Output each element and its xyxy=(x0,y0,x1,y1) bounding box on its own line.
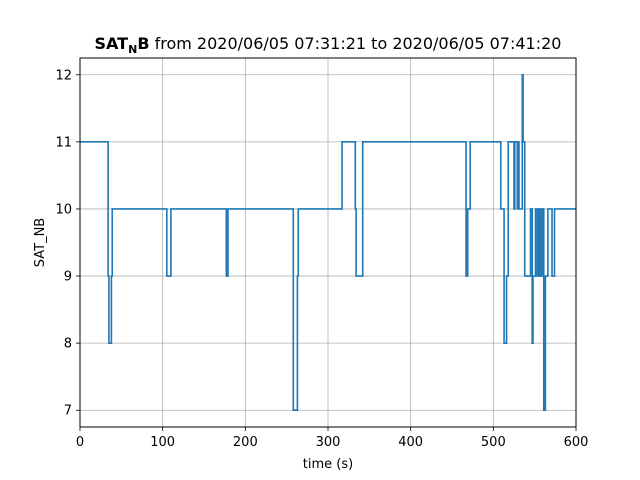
x-tick-label: 500 xyxy=(481,435,506,450)
y-tick-label: 7 xyxy=(64,404,72,419)
x-tick-label: 200 xyxy=(233,435,258,450)
y-tick-label: 12 xyxy=(55,68,72,83)
y-tick-label: 11 xyxy=(55,135,72,150)
chart-title: SATNB from 2020/06/05 07:31:21 to 2020/0… xyxy=(95,34,562,56)
x-tick-label: 300 xyxy=(316,435,341,450)
x-axis-label: time (s) xyxy=(303,457,353,472)
x-tick-label: 600 xyxy=(564,435,589,450)
y-axis-label: SAT_NB xyxy=(33,218,48,267)
y-tick-label: 10 xyxy=(55,202,72,217)
x-tick-label: 100 xyxy=(150,435,175,450)
title-subscript: N xyxy=(128,43,137,56)
y-axis-ticks: 7 8 9 10 11 12 xyxy=(55,68,80,419)
x-axis-ticks: 0 100 200 300 400 500 600 xyxy=(76,427,589,450)
title-main: SAT xyxy=(95,34,129,53)
x-tick-label: 0 xyxy=(76,435,84,450)
y-tick-label: 9 xyxy=(64,270,72,285)
title-rest: from 2020/06/05 07:31:21 to 2020/06/05 0… xyxy=(150,34,562,53)
y-tick-label: 8 xyxy=(64,337,72,352)
series-line xyxy=(80,73,576,412)
data-series xyxy=(80,73,576,412)
x-tick-label: 400 xyxy=(398,435,423,450)
title-bold-tail: B xyxy=(137,34,149,53)
